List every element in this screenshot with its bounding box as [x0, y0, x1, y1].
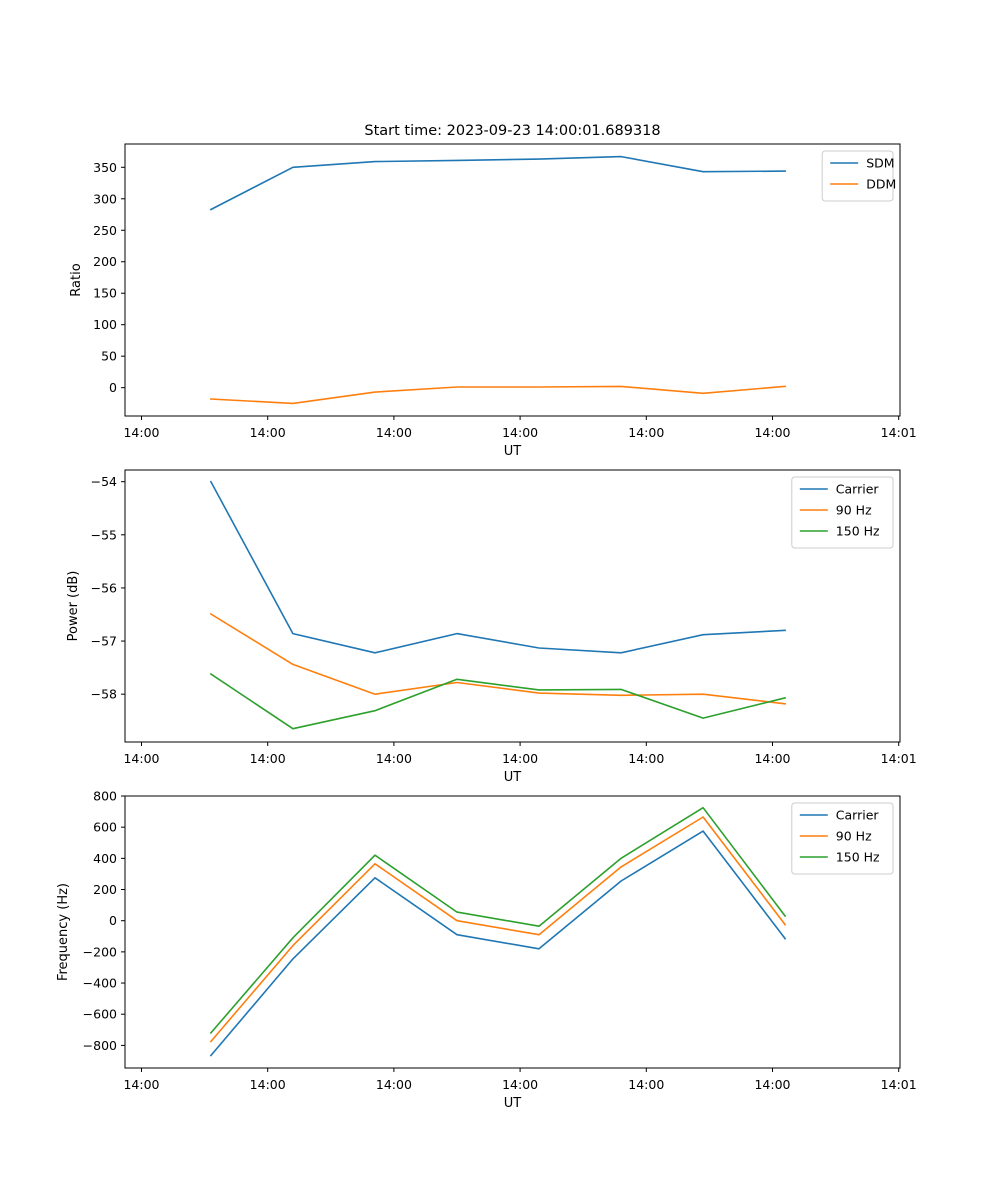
y-tick-label: 0 [109, 913, 117, 928]
y-tick-label: −58 [91, 687, 117, 702]
series-line-150-hz [209, 672, 787, 730]
y-tick-label: 50 [101, 349, 117, 364]
y-tick-label: 800 [93, 789, 117, 804]
series-line-150-hz [209, 806, 787, 1035]
y-tick-label: −55 [91, 527, 117, 542]
y-tick-label: −600 [83, 1007, 117, 1022]
x-tick-label: 14:00 [376, 751, 412, 766]
y-axis-label: Ratio [69, 263, 84, 296]
x-tick-label: 14:00 [123, 425, 159, 440]
y-tick-label: −54 [91, 474, 117, 489]
x-tick-label: 14:01 [881, 751, 917, 766]
legend-label: 150 Hz [836, 850, 880, 865]
series-line-90-hz [209, 816, 787, 1043]
series-line-ddm [210, 385, 786, 405]
chart-title: Start time: 2023-09-23 14:00:01.689318 [364, 123, 660, 139]
legend-label: Carrier [836, 482, 880, 497]
legend-label: 90 Hz [836, 503, 872, 518]
legend-label: Carrier [836, 808, 880, 823]
series-line-90-hz [209, 612, 786, 705]
x-tick-label: 14:00 [502, 1077, 538, 1092]
y-tick-label: 350 [93, 160, 117, 175]
y-tick-label: −800 [83, 1038, 117, 1053]
y-axis-label: Frequency (Hz) [56, 883, 71, 981]
legend-label: DDM [866, 177, 896, 192]
x-axis-label: UT [504, 444, 522, 459]
x-tick-label: 14:01 [881, 1077, 917, 1092]
y-tick-label: 400 [93, 851, 117, 866]
x-tick-label: 14:00 [754, 751, 790, 766]
legend: Carrier 90 Hz 150 Hz [791, 476, 894, 549]
series-line-sdm [209, 155, 786, 211]
x-axis-label: UT [504, 1096, 522, 1111]
y-tick-label: 300 [93, 191, 117, 206]
x-tick-label: 14:00 [123, 751, 159, 766]
ratio-chart: 14:00 14:00 14:00 14:00 14:00 14:00 14:01 0 50 10… [69, 143, 917, 459]
y-tick-label: 200 [93, 882, 117, 897]
x-tick-label: 14:00 [250, 425, 286, 440]
x-tick-label: 14:00 [754, 425, 790, 440]
y-tick-label: −57 [91, 634, 117, 649]
power-chart: 14:00 14:00 14:00 14:00 14:00 14:00 14:01 −54 −5… [66, 469, 917, 785]
x-tick-label: 14:00 [628, 751, 664, 766]
axes-frame [124, 795, 901, 1069]
y-tick-label: 250 [93, 223, 117, 238]
y-tick-label: 100 [93, 317, 117, 332]
x-tick-label: 14:00 [502, 751, 538, 766]
x-axis-label: UT [504, 770, 522, 785]
y-tick-label: −200 [83, 944, 117, 959]
y-axis-label: Power (dB) [66, 571, 81, 642]
x-tick-label: 14:00 [754, 1077, 790, 1092]
legend-label: SDM [866, 156, 894, 171]
x-tick-label: 14:00 [250, 1077, 286, 1092]
series-line-carrier [209, 480, 786, 654]
y-tick-label: 0 [109, 380, 117, 395]
x-tick-label: 14:01 [881, 425, 917, 440]
y-tick-label: 150 [93, 286, 117, 301]
x-tick-label: 14:00 [628, 425, 664, 440]
frequency-chart: 14:00 14:00 14:00 14:00 14:00 14:00 14:01 −800 −… [56, 789, 917, 1112]
axes-frame [124, 143, 901, 417]
x-tick-label: 14:00 [376, 1077, 412, 1092]
x-tick-label: 14:00 [628, 1077, 664, 1092]
legend: Carrier 90 Hz 150 Hz [791, 802, 894, 875]
y-tick-label: −400 [83, 976, 117, 991]
x-tick-label: 14:00 [376, 425, 412, 440]
x-tick-label: 14:00 [123, 1077, 159, 1092]
axes-frame [124, 469, 901, 743]
y-tick-label: −56 [91, 580, 117, 595]
legend: SDM DDM [821, 150, 896, 202]
y-tick-label: 600 [93, 820, 117, 835]
x-tick-label: 14:00 [502, 425, 538, 440]
legend-label: 90 Hz [836, 829, 872, 844]
y-tick-label: 200 [93, 254, 117, 269]
series-line-carrier [209, 830, 787, 1057]
x-tick-label: 14:00 [250, 751, 286, 766]
legend-label: 150 Hz [836, 524, 880, 539]
